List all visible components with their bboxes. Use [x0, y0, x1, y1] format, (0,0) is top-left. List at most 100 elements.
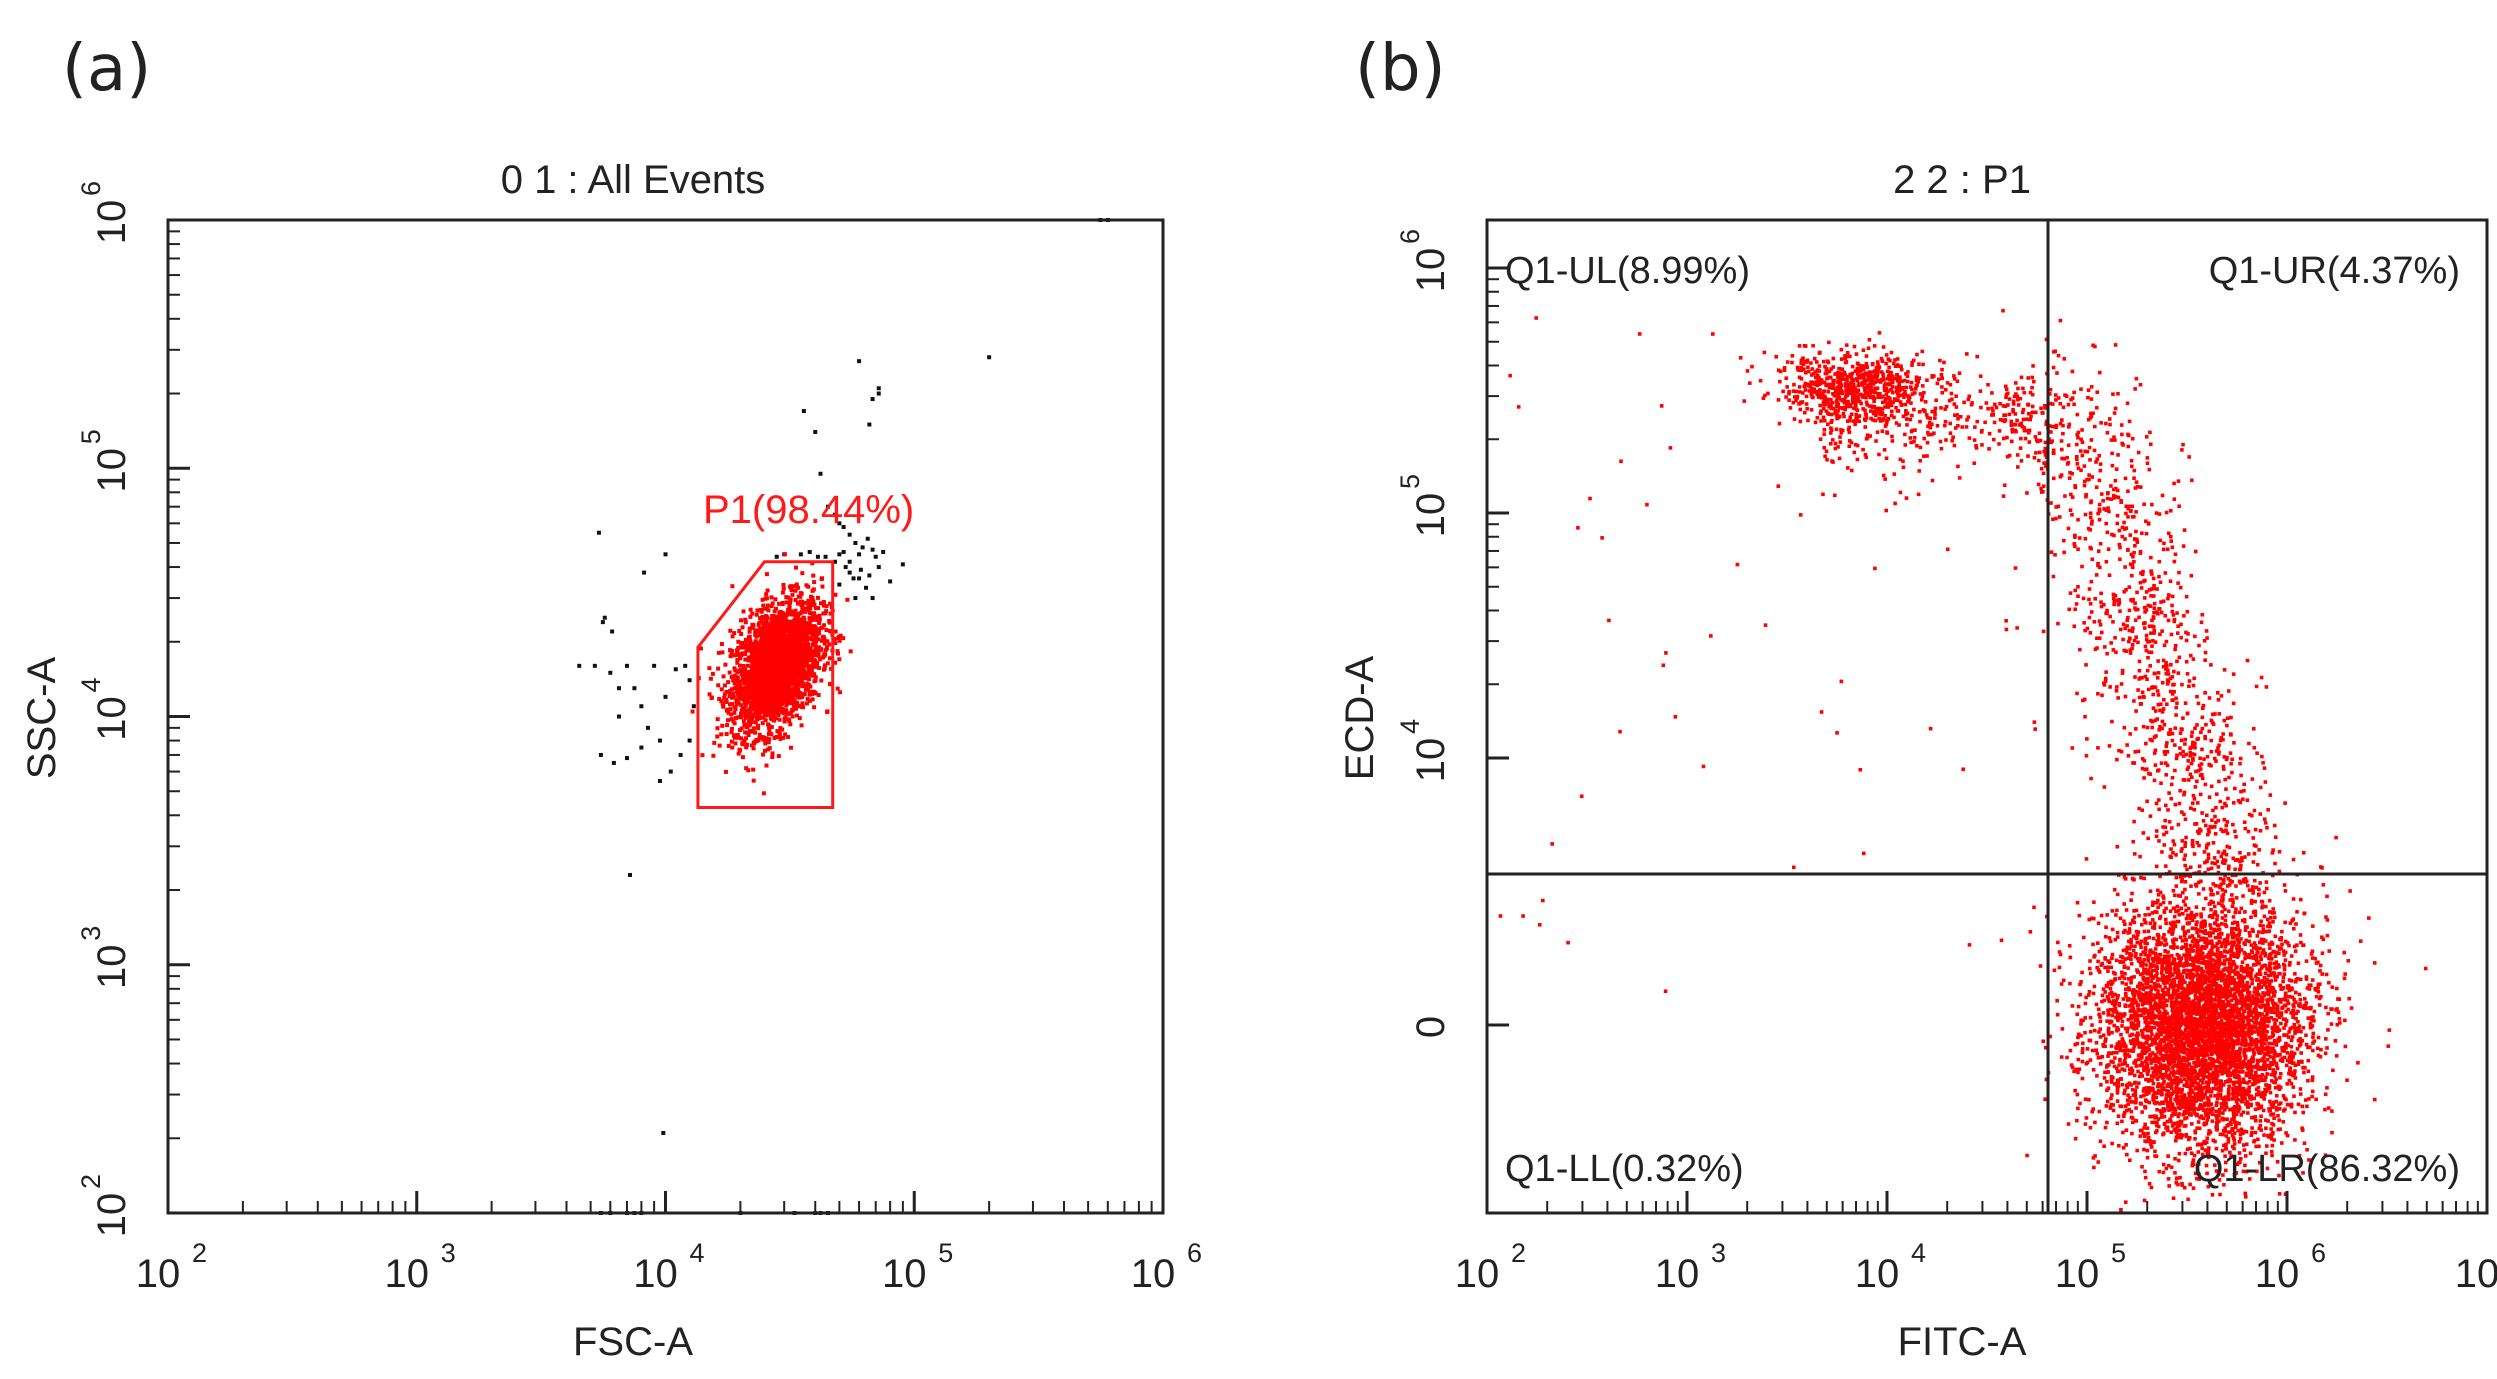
event-dot [2044, 1077, 2049, 1082]
event-dot [716, 666, 721, 671]
event-dot [2217, 993, 2222, 998]
event-dot [2173, 1171, 2177, 1175]
event-dot [2272, 1138, 2276, 1142]
event-dot [2181, 1021, 2185, 1026]
event-dot [766, 731, 771, 736]
event-dot [2330, 1130, 2334, 1135]
event-dot [2109, 1044, 2114, 1048]
event-dot [806, 604, 811, 609]
event-dot [2123, 971, 2127, 976]
event-dot [2115, 1066, 2119, 1070]
event-dot [777, 601, 782, 606]
event-dot [723, 662, 728, 667]
event-dot [2145, 941, 2149, 946]
event-dot [2080, 1050, 2085, 1055]
event-dot [737, 685, 742, 690]
event-dot [2242, 1148, 2247, 1152]
event-dot [2270, 1079, 2274, 1083]
event-dot [821, 634, 826, 639]
event-dot [2094, 1048, 2099, 1053]
event-dot [2188, 935, 2192, 939]
event-dot [2257, 1025, 2261, 1030]
event-dot [766, 694, 771, 699]
event-dot [744, 696, 749, 701]
event-dot [2194, 905, 2199, 909]
event-dot [763, 711, 768, 716]
event-dot [2166, 1061, 2171, 1065]
event-dot [784, 600, 789, 605]
event-dot [753, 640, 758, 645]
event-dot [766, 658, 771, 663]
event-dot [2220, 1010, 2225, 1015]
event-dot [774, 690, 779, 695]
event-dot [2144, 1001, 2149, 1005]
event-dot [805, 687, 810, 692]
outside-event-dot [832, 512, 837, 517]
event-dot [2198, 1016, 2203, 1020]
event-dot [724, 732, 729, 737]
event-dot [2184, 1107, 2188, 1111]
outside-event-dot [873, 554, 878, 559]
event-dot [2186, 913, 2190, 918]
event-dot [741, 609, 746, 614]
event-dot [753, 720, 758, 725]
event-dot [724, 697, 729, 702]
event-dot [770, 660, 775, 665]
event-dot [2228, 991, 2232, 996]
event-dot [2201, 1096, 2205, 1100]
event-dot [2129, 980, 2133, 985]
event-dot [2158, 902, 2163, 907]
panel-a-gate [696, 560, 835, 809]
event-dot [823, 648, 828, 653]
event-dot [2165, 1023, 2170, 1028]
event-dot [740, 742, 745, 747]
panel-b-title: 2 2 : P1 [1893, 158, 2031, 202]
event-dot [768, 682, 773, 687]
x-tick-exponent: 3 [441, 1238, 456, 1268]
event-dot [2181, 1055, 2186, 1060]
event-dot [809, 627, 814, 632]
event-dot [804, 624, 809, 629]
event-dot [2261, 1108, 2266, 1113]
event-dot [2228, 993, 2233, 998]
event-dot [748, 607, 753, 612]
event-dot [2191, 1044, 2195, 1049]
event-dot [781, 631, 786, 636]
event-dot [2304, 1033, 2308, 1038]
event-dot [2293, 949, 2298, 953]
event-dot [789, 588, 794, 593]
event-dot [789, 629, 794, 634]
event-dot [2185, 1052, 2190, 1057]
event-dot [2158, 1101, 2162, 1106]
event-dot [761, 680, 766, 685]
event-dot [729, 726, 734, 731]
event-dot [813, 624, 818, 629]
event-dot [770, 687, 775, 692]
event-dot [2183, 1062, 2187, 1067]
event-dot [802, 600, 807, 605]
event-dot [767, 726, 772, 731]
event-dot [749, 648, 754, 653]
event-dot [754, 737, 759, 742]
event-dot [804, 643, 809, 648]
event-dot [2153, 909, 2158, 914]
event-dot [786, 735, 791, 740]
event-dot [2261, 991, 2265, 995]
event-dot [808, 606, 813, 611]
event-dot [788, 600, 793, 605]
event-dot [755, 608, 760, 613]
event-dot [2172, 942, 2176, 947]
event-dot [817, 657, 822, 662]
event-dot [2243, 1088, 2248, 1093]
event-dot [738, 667, 743, 672]
event-dot [769, 651, 774, 656]
outside-event-dot [668, 769, 673, 774]
event-dot [2222, 1070, 2226, 1075]
event-dot [2267, 979, 2272, 984]
event-dot [2170, 1008, 2175, 1013]
event-dot [2142, 876, 2147, 881]
outside-event-dot [639, 704, 644, 709]
event-dot [774, 649, 779, 654]
event-dot [833, 592, 838, 597]
event-dot [2220, 1007, 2225, 1012]
